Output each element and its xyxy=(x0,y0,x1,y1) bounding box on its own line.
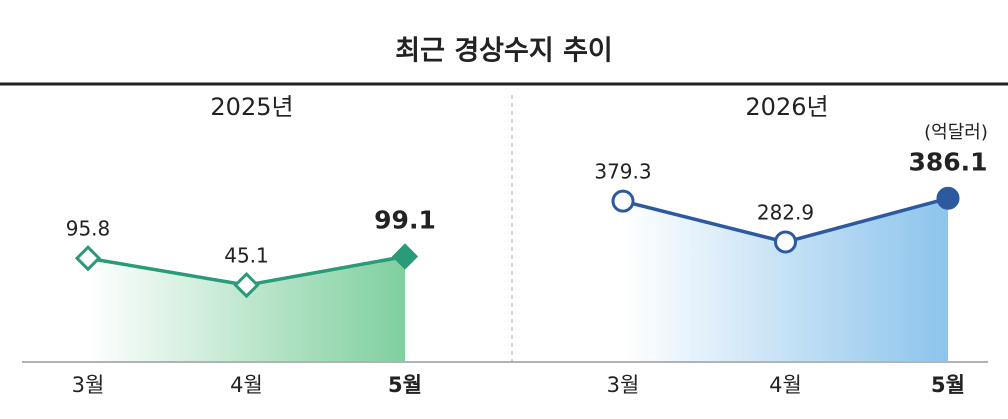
value-label: 386.1 xyxy=(908,147,987,176)
marker xyxy=(233,271,260,299)
x-tick-label: 3월 xyxy=(72,373,105,397)
x-tick-label: 4월 xyxy=(769,373,802,397)
value-label: 45.1 xyxy=(224,244,269,268)
panel-subtitle: 2025년 xyxy=(210,93,293,121)
marker xyxy=(391,243,419,270)
x-tick-label: 5월 xyxy=(388,373,422,397)
x-tick-label: 3월 xyxy=(607,373,640,397)
marker xyxy=(774,230,797,254)
marker xyxy=(936,186,960,210)
panel-subtitle: 2026년 xyxy=(745,93,828,121)
area xyxy=(623,198,948,362)
value-label: 95.8 xyxy=(66,217,111,241)
value-label: 282.9 xyxy=(757,201,814,225)
value-label: 379.3 xyxy=(594,160,651,184)
marker xyxy=(74,245,102,272)
unit-label: (억달러) xyxy=(924,122,988,143)
value-label: 99.1 xyxy=(374,205,436,234)
chart-title: 최근 경상수지 추이 xyxy=(395,36,613,67)
x-tick-label: 4월 xyxy=(230,373,263,397)
marker xyxy=(611,189,635,213)
x-tick-label: 5월 xyxy=(931,373,965,397)
area xyxy=(88,256,405,362)
